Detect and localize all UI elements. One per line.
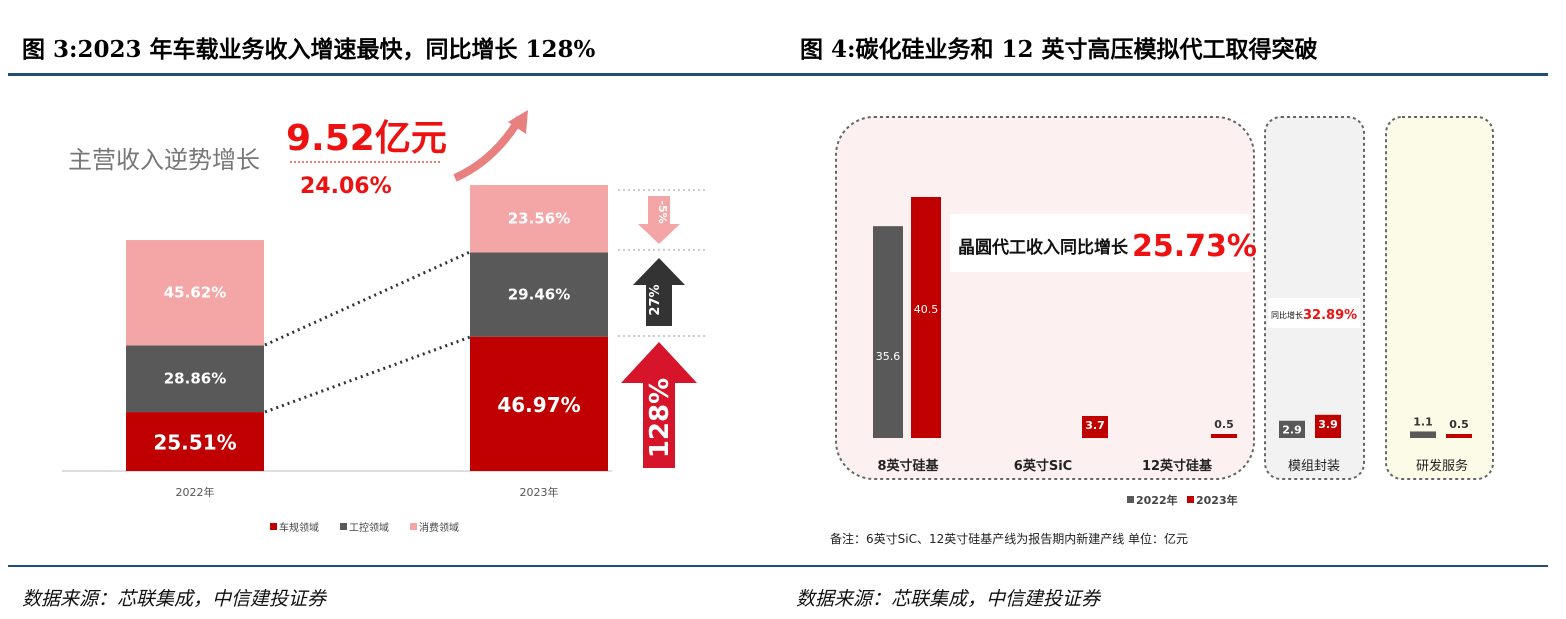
- bottom-rule: [8, 565, 1548, 567]
- bar-segment: [470, 252, 608, 337]
- main-callout-value: 25.73%: [1132, 229, 1257, 264]
- main-callout-label: 晶圆代工收入同比增长: [958, 237, 1129, 258]
- connector-line-lower: [264, 335, 471, 414]
- right-bars: 35.6 40.5 3.7 0.5 2.9 3.9 1.1 0.5: [873, 197, 1472, 438]
- chart-note: 备注：6英寸SiC、12英寸硅基产线为报告期内新建产线 单位：亿元: [830, 531, 1188, 546]
- x-tick-label: 模组封装: [1288, 459, 1340, 474]
- bar-segment: [126, 345, 264, 413]
- x-tick-label: 12英寸硅基: [1142, 458, 1213, 474]
- x-tick-label: 研发服务: [1416, 458, 1468, 474]
- bar-value-label: 28.86%: [164, 370, 226, 388]
- legend-label: 2023年: [1196, 493, 1238, 507]
- bar-segment: [126, 240, 264, 346]
- legend-swatch: [1187, 496, 1194, 503]
- main-callout-box: [950, 214, 1250, 272]
- x-tick-label: 2022年: [176, 485, 215, 499]
- headline-label: 主营收入逆势增长: [68, 146, 260, 174]
- rd-service-panel: [1385, 116, 1494, 480]
- bar-value-label: 29.46%: [508, 286, 570, 304]
- legend-swatch: [410, 523, 417, 530]
- bar: [1446, 434, 1472, 438]
- bar-value-label: 0.5: [1449, 418, 1469, 431]
- left-chart: 主营收入逆势增长 9.52亿元 24.06% 25.51% 28.86% 45.62…: [62, 110, 705, 534]
- change-arrow-consumer: [638, 196, 680, 244]
- bar-value-label: 46.97%: [497, 393, 580, 417]
- x-tick-label: 6英寸SiC: [1014, 458, 1072, 474]
- top-rule: [8, 73, 1548, 76]
- bar-value-label: 23.56%: [508, 210, 570, 228]
- module-callout-label: 同比增长: [1271, 310, 1303, 320]
- change-label-automotive: 128%: [645, 378, 675, 458]
- change-arrow-automotive: [621, 342, 697, 468]
- bar: [1279, 420, 1305, 438]
- change-label-consumer: -5%: [656, 200, 669, 223]
- change-label-industrial: 27%: [648, 284, 663, 315]
- legend-swatch: [270, 523, 277, 530]
- headline-growth: 24.06%: [300, 174, 392, 199]
- bar-segment: [470, 336, 608, 471]
- bar: [911, 197, 941, 438]
- right-figure-title: 图 4:碳化硅业务和 12 英寸高压模拟代工取得突破: [800, 36, 1318, 63]
- bar-value-label: 2.9: [1282, 424, 1302, 437]
- bar-value-label: 40.5: [914, 303, 939, 316]
- headline-value: 9.52亿元: [286, 118, 447, 159]
- bar: [1315, 414, 1341, 438]
- right-chart: 35.6 40.5 3.7 0.5 2.9 3.9 1.1 0.5 8英寸硅基 6英寸SiC 12…: [830, 116, 1494, 546]
- module-callout-box: [1268, 298, 1360, 328]
- legend-swatch: [340, 523, 347, 530]
- bar-value-label: 45.62%: [164, 284, 226, 302]
- right-legend: 2022年 2023年: [1127, 493, 1238, 507]
- legend-label: 车规领域: [279, 521, 319, 534]
- bar: [1410, 431, 1436, 438]
- left-source: 数据来源：芯联集成，中信建投证券: [22, 588, 327, 610]
- bar-value-label: 3.9: [1318, 418, 1338, 431]
- bar-value-label: 0.5: [1214, 418, 1234, 431]
- x-tick-label: 8英寸硅基: [877, 458, 939, 474]
- left-figure-title: 图 3:2023 年车载业务收入增速最快，同比增长 128%: [22, 36, 596, 63]
- legend-label: 工控领域: [349, 521, 389, 534]
- change-arrow-industrial: [633, 258, 685, 326]
- bar-value-label: 3.7: [1085, 419, 1105, 432]
- connector-line-upper: [264, 250, 471, 347]
- right-source: 数据来源：芯联集成，中信建投证券: [796, 588, 1101, 610]
- growth-curve-arrow: [453, 115, 524, 182]
- bar: [1211, 434, 1237, 438]
- bar-value-label: 25.51%: [153, 431, 236, 455]
- bar-segment: [126, 412, 264, 471]
- bar: [873, 226, 903, 438]
- bar-value-label: 35.6: [876, 350, 901, 363]
- legend-swatch: [1127, 496, 1134, 503]
- bar-segment: [470, 185, 608, 253]
- growth-curve-arrowhead: [508, 110, 528, 134]
- module-callout-value: 32.89%: [1303, 308, 1357, 323]
- right-x-tick-labels: 8英寸硅基 6英寸SiC 12英寸硅基 模组封装 研发服务: [877, 458, 1468, 474]
- legend-label: 消费领域: [419, 521, 459, 534]
- bar-value-label: 1.1: [1413, 415, 1433, 428]
- left-x-tick-labels: 2022年 2023年: [176, 485, 559, 499]
- left-legend: 车规领域 工控领域 消费领域: [270, 521, 459, 534]
- bar: [1082, 415, 1108, 438]
- x-tick-label: 2023年: [520, 485, 559, 499]
- left-bars: 25.51% 28.86% 45.62% 46.97% 29.46% 23.56%: [126, 185, 608, 471]
- legend-label: 2022年: [1136, 493, 1178, 507]
